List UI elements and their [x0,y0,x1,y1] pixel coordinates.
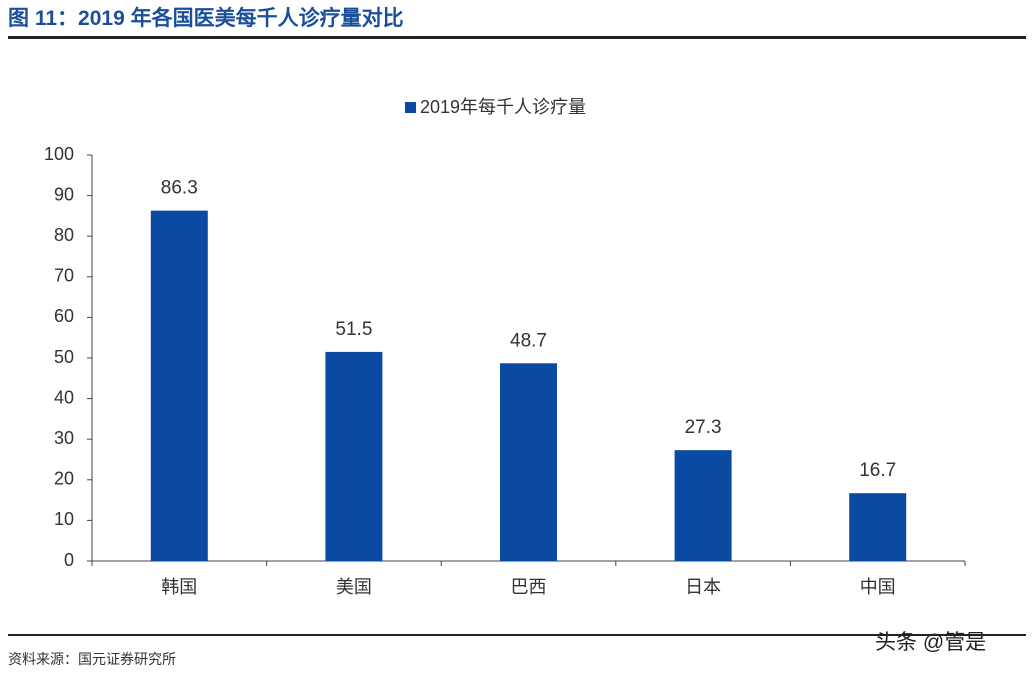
value-label: 86.3 [161,178,198,199]
y-tick-label: 80 [54,225,74,245]
x-tick-label: 中国 [860,577,896,597]
title-rule [8,36,1026,39]
legend-label: 2019年每千人诊疗量 [420,97,586,117]
y-tick-label: 90 [54,184,74,204]
value-label: 27.3 [685,417,722,438]
value-label: 48.7 [510,330,547,351]
bar [325,351,383,561]
value-label: 51.5 [335,319,372,340]
bar [674,450,732,561]
value-label: 16.7 [859,460,896,481]
bar [500,363,557,561]
footer-rule [8,634,1026,636]
y-tick-label: 70 [54,266,74,286]
x-tick-label: 美国 [336,577,372,597]
y-tick-label: 0 [64,550,74,570]
y-tick-label: 100 [44,144,74,164]
x-tick-label: 日本 [685,577,721,597]
watermark: 头条 @管是 [875,631,987,654]
x-tick-label: 巴西 [511,577,547,597]
figure-title: 图 11：2019 年各国医美每千人诊疗量对比 [8,7,404,30]
y-tick-label: 30 [54,428,74,448]
y-tick-label: 40 [54,387,74,407]
bar [849,493,907,561]
y-tick-label: 20 [54,469,74,489]
y-tick-label: 50 [54,347,74,367]
legend-swatch [405,102,416,113]
x-tick-label: 韩国 [161,577,197,597]
y-tick-label: 60 [54,306,74,326]
bar [150,210,208,561]
source: 资料来源：国元证券研究所 [8,652,176,668]
y-tick-label: 10 [54,509,74,529]
